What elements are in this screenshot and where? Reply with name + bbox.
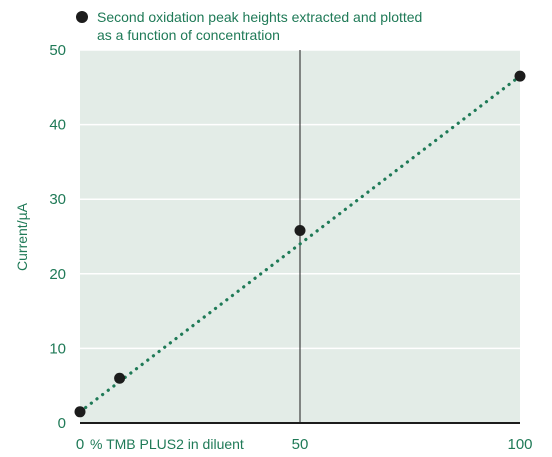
legend-marker <box>76 11 88 23</box>
trendline <box>78 74 522 414</box>
x-tick-label: 0 <box>76 436 84 453</box>
y-tick-label: 20 <box>49 266 66 283</box>
data-point-3 <box>294 225 306 237</box>
y-tick-labels: 0 10 20 30 40 50 <box>49 42 66 432</box>
x-tick-label: 50 <box>292 436 309 453</box>
y-tick-label: 40 <box>49 117 66 134</box>
data-point-2 <box>114 372 126 384</box>
y-axis-label: Current/µA <box>14 202 30 271</box>
data-points <box>74 70 526 418</box>
legend: Second oxidation peak heights extracted … <box>76 9 422 43</box>
y-tick-label: 10 <box>49 340 66 357</box>
data-point-4 <box>514 70 526 82</box>
y-tick-label: 50 <box>49 42 66 59</box>
x-tick-labels: 0 50 100 <box>76 436 533 453</box>
legend-text-line1: Second oxidation peak heights extracted … <box>97 9 422 25</box>
x-tick-label: 100 <box>507 436 532 453</box>
x-axis-label: % TMB PLUS2 in diluent <box>90 436 244 452</box>
y-tick-label: 0 <box>58 415 66 432</box>
y-tick-label: 30 <box>49 191 66 208</box>
data-point-1 <box>74 406 86 418</box>
legend-text-line2: as a function of concentration <box>97 27 280 43</box>
